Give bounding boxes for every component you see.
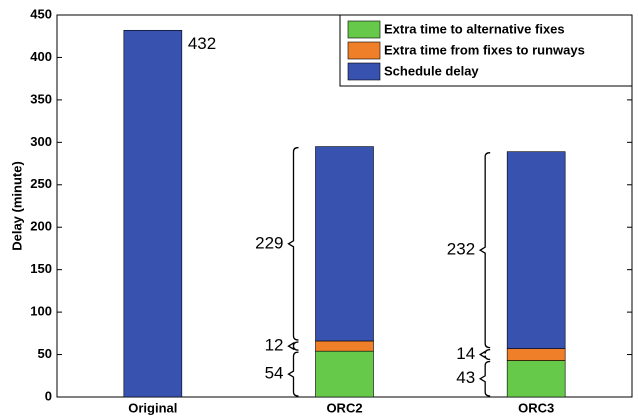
y-tick-label: 350 bbox=[30, 91, 52, 106]
y-tick-label: 50 bbox=[38, 346, 52, 361]
legend-swatch bbox=[347, 41, 381, 60]
y-tick-label: 200 bbox=[30, 219, 52, 234]
value-label: 14 bbox=[456, 344, 475, 363]
x-tick-label: Original bbox=[128, 400, 177, 415]
legend-swatch bbox=[347, 62, 381, 81]
bar-segment bbox=[315, 340, 374, 352]
y-tick-label: 150 bbox=[30, 261, 52, 276]
brace bbox=[478, 348, 491, 361]
y-axis-label: Delay (minute) bbox=[9, 161, 24, 251]
legend-swatch bbox=[347, 20, 381, 39]
legend-label: Schedule delay bbox=[384, 63, 479, 78]
value-label: 54 bbox=[265, 364, 284, 383]
brace bbox=[478, 152, 491, 349]
legend-box bbox=[339, 14, 633, 87]
y-tick-label: 300 bbox=[30, 134, 52, 149]
brace bbox=[478, 360, 491, 397]
brace bbox=[287, 341, 299, 351]
legend-label: Extra time from fixes to runways bbox=[384, 42, 585, 57]
legend-label: Extra time to alternative fixes bbox=[384, 21, 565, 36]
value-label: 232 bbox=[447, 240, 475, 259]
y-tick-label: 250 bbox=[30, 176, 52, 191]
x-tick-label: ORC2 bbox=[326, 400, 362, 415]
y-tick-label: 450 bbox=[30, 6, 52, 21]
bar-segment bbox=[506, 151, 566, 349]
y-tick-label: 0 bbox=[45, 388, 52, 403]
bar-segment bbox=[123, 29, 183, 398]
bar-segment bbox=[315, 146, 374, 342]
y-tick-label: 400 bbox=[30, 49, 52, 64]
brace bbox=[287, 146, 299, 341]
bar-segment bbox=[506, 360, 566, 398]
value-label: 43 bbox=[456, 368, 475, 387]
value-label: 432 bbox=[188, 34, 216, 53]
y-tick-label: 100 bbox=[30, 304, 52, 319]
x-tick-label: ORC3 bbox=[518, 400, 554, 415]
bar-segment bbox=[315, 350, 374, 398]
brace bbox=[287, 351, 299, 397]
value-label: 12 bbox=[265, 336, 284, 355]
bar-segment bbox=[506, 348, 566, 361]
value-label: 229 bbox=[255, 233, 283, 252]
